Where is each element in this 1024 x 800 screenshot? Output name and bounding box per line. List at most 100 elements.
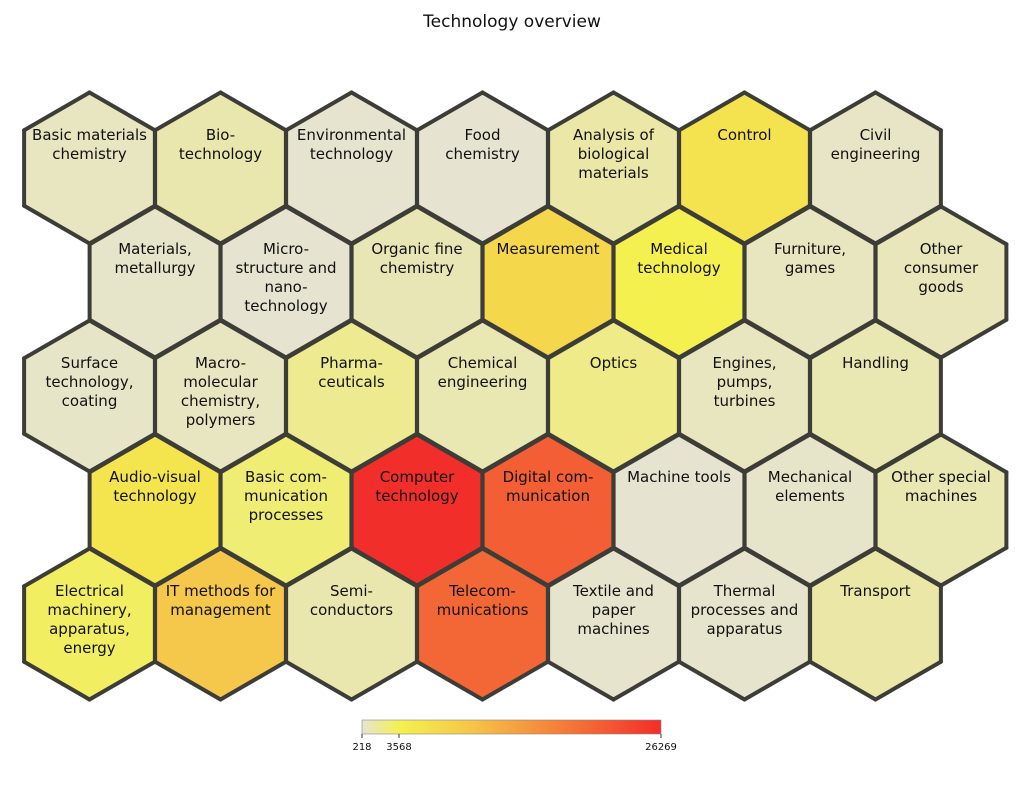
hex-labels: Basic materials chemistry Bio-technology En…: [32, 126, 991, 657]
hex-label-chemical-engineering: Chemical engineering: [438, 354, 528, 391]
hex-group-borders: [22, 90, 1009, 702]
hex-label-furniture-games: Furniture, games: [774, 240, 846, 277]
hex-label-measurement: Measurement: [497, 240, 600, 258]
group-border-edge: [284, 204, 354, 247]
group-border-edge: [218, 432, 288, 475]
group-border-edge: [284, 90, 354, 133]
group-border-edge: [742, 204, 812, 247]
group-border-edge: [153, 432, 223, 475]
group-border-edge: [546, 318, 616, 361]
group-border-edge: [153, 659, 223, 702]
hex-cell-thermal-processes-and-apparatus: [679, 548, 810, 700]
hex-label-it-methods-for-management: IT methods for management: [166, 582, 276, 619]
group-border-edge: [480, 659, 550, 702]
hex-label-control: Control: [717, 126, 771, 144]
hex-cell-telecom-munications: [417, 548, 548, 700]
group-border-edge: [808, 204, 878, 247]
group-border-edge: [218, 659, 288, 702]
group-border-edge: [349, 546, 419, 589]
group-border-edge: [22, 659, 92, 702]
hex-label-engines-pumps-turbines: Engines, pumps, turbines: [713, 354, 777, 410]
group-border-edge: [808, 546, 878, 589]
group-border-edge: [218, 546, 288, 589]
group-border-edge: [873, 432, 943, 475]
group-border-edge: [87, 318, 157, 361]
hex-cell-transport: [810, 548, 941, 700]
group-border-edge: [808, 90, 878, 133]
group-border-edge: [808, 318, 878, 361]
hex-label-materials-metallurgy: Materials, metallurgy: [114, 240, 195, 277]
group-border-edge: [218, 318, 288, 361]
group-border-edge: [742, 90, 812, 133]
hex-cell-machine-tools: [613, 434, 745, 586]
group-border-edge: [349, 432, 419, 475]
group-border-edge: [677, 659, 747, 702]
hex-cell-handling: [810, 320, 941, 472]
hex-cell-measurement: [482, 206, 614, 358]
hex-label-basic-materials-chemistry: Basic materials chemistry: [32, 126, 147, 163]
group-border-edge: [22, 318, 92, 361]
hex-cell-other-consumer-goods: [875, 206, 1007, 358]
hex-label-transport: Transport: [839, 582, 911, 600]
group-border-edge: [742, 432, 812, 475]
hex-label-digital-com-munication: Digital com-munication: [503, 468, 594, 505]
hex-cell-control: [679, 92, 810, 244]
chart-title: Technology overview: [423, 12, 601, 32]
group-border-edge: [742, 546, 812, 589]
group-border-edge: [546, 204, 616, 247]
hex-cell-environmental-technology: [286, 92, 417, 244]
group-border-edge: [742, 318, 812, 361]
group-border-edge: [153, 546, 223, 589]
group-border-edge: [284, 546, 354, 589]
group-border-edge: [873, 318, 943, 361]
hex-cell-civil-engineering: [810, 92, 941, 244]
group-border-edge: [546, 90, 616, 133]
hex-cell-organic-fine-chemistry: [351, 206, 483, 358]
hex-label-electrical-machinery-apparatus-energy: Electrical machinery, apparatus, energy: [47, 582, 131, 657]
hex-label-basic-com-munication-processes: Basic com-munication processes: [244, 468, 328, 524]
hex-label-other-special-machines: Other special machines: [891, 468, 991, 505]
group-border-edge: [611, 432, 681, 475]
hex-cell-it-methods-for-management: [155, 548, 286, 700]
hex-cell-medical-technology: [613, 206, 745, 358]
hex-label-bio-technology: Bio-technology: [179, 126, 262, 163]
hex-cell-computer-technology: [351, 434, 483, 586]
hex-label-medical-technology: Medical technology: [637, 240, 720, 277]
hex-label-telecom-munications: Telecom-munications: [437, 582, 529, 619]
group-border-edge: [873, 659, 943, 702]
hex-cell-micro-structure-and-nano-technology: [220, 206, 352, 358]
hex-label-civil-engineering: Civil engineering: [831, 126, 921, 163]
hex-label-organic-fine-chemistry: Organic fine chemistry: [371, 240, 462, 277]
group-border-edge: [415, 204, 485, 247]
hex-label-optics: Optics: [590, 354, 638, 372]
hex-label-handling: Handling: [842, 354, 909, 372]
group-border-edge: [87, 659, 157, 702]
hex-label-environmental-technology: Environmental technology: [297, 126, 406, 163]
group-border-edge: [218, 204, 288, 247]
hex-label-textile-and-paper-machines: Textile and paper machines: [572, 582, 654, 638]
hex-label-thermal-processes-and-apparatus: Thermal processes and apparatus: [691, 582, 799, 638]
hex-cell-optics: [548, 320, 679, 472]
hex-label-machine-tools: Machine tools: [627, 468, 731, 486]
hex-cell-textile-and-paper-machines: [548, 548, 679, 700]
group-border-edge: [480, 546, 550, 589]
hex-label-other-consumer-goods: Other consumer goods: [904, 240, 979, 296]
hex-label-audio-visual-technology: Audio-visual technology: [109, 468, 201, 505]
hex-cell-chemical-engineering: [417, 320, 548, 472]
group-border-edge: [415, 659, 485, 702]
group-border-edge: [349, 204, 419, 247]
group-border-edge: [939, 317, 1009, 360]
colorbar-tick-label: 218: [352, 742, 371, 753]
group-border-edge: [546, 659, 616, 702]
group-border-edge: [873, 90, 943, 133]
group-border-edge: [939, 545, 1009, 588]
hex-cell-audio-visual-technology: [89, 434, 221, 586]
group-border-edge: [284, 318, 354, 361]
group-border-edge: [808, 432, 878, 475]
hex-cell-bio-technology: [155, 92, 286, 244]
hex-label-semi-conductors: Semi-conductors: [310, 582, 393, 619]
hex-label-food-chemistry: Food chemistry: [445, 126, 520, 163]
group-border-edge: [87, 432, 157, 475]
group-border-edge: [611, 659, 681, 702]
group-border-edge: [480, 432, 550, 475]
